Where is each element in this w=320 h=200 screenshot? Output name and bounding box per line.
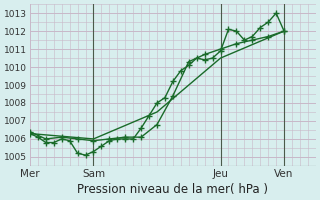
X-axis label: Pression niveau de la mer( hPa ): Pression niveau de la mer( hPa ) <box>77 183 268 196</box>
